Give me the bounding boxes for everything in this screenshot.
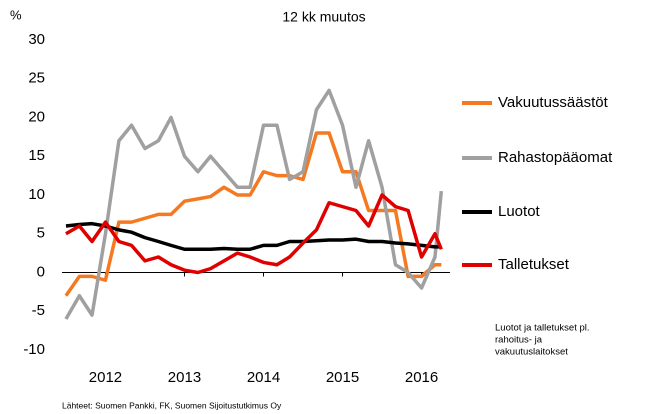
legend-label: Rahastopääomat — [498, 149, 613, 166]
y-tick-label: 0 — [37, 263, 45, 280]
x-tick-label: 2013 — [168, 369, 201, 386]
x-tick-label: 2016 — [405, 369, 438, 386]
chart-subtitle: 12 kk muutos — [282, 9, 365, 25]
y-tick-label: -5 — [32, 302, 45, 319]
source: Lähteet: Suomen Pankki, FK, Suomen Sijoi… — [62, 400, 282, 410]
note: Luotot ja talletukset pl. — [495, 323, 590, 334]
y-tick-label: 15 — [28, 147, 45, 164]
note: rahoitus- ja — [495, 335, 543, 346]
y-tick-label: 5 — [37, 225, 45, 242]
y-tick-label: -10 — [23, 341, 45, 358]
note: vakuutuslaitokset — [495, 347, 568, 358]
y-tick-label: 20 — [28, 108, 45, 125]
series-line — [64, 88, 444, 320]
y-tick-label: 10 — [28, 186, 45, 203]
x-tick-label: 2015 — [326, 369, 359, 386]
series-line — [64, 131, 442, 297]
legend-label: Vakuutussäästöt — [498, 94, 609, 111]
y-tick-label: 30 — [28, 31, 45, 48]
x-tick-label: 2012 — [89, 369, 122, 386]
legend-label: Luotot — [498, 203, 541, 220]
y-tick-label: 25 — [28, 70, 45, 87]
legend-label: Talletukset — [498, 256, 570, 273]
series-line — [65, 193, 443, 275]
x-tick-label: 2014 — [247, 369, 280, 386]
series-line — [65, 221, 442, 251]
y-unit: % — [10, 7, 22, 22]
